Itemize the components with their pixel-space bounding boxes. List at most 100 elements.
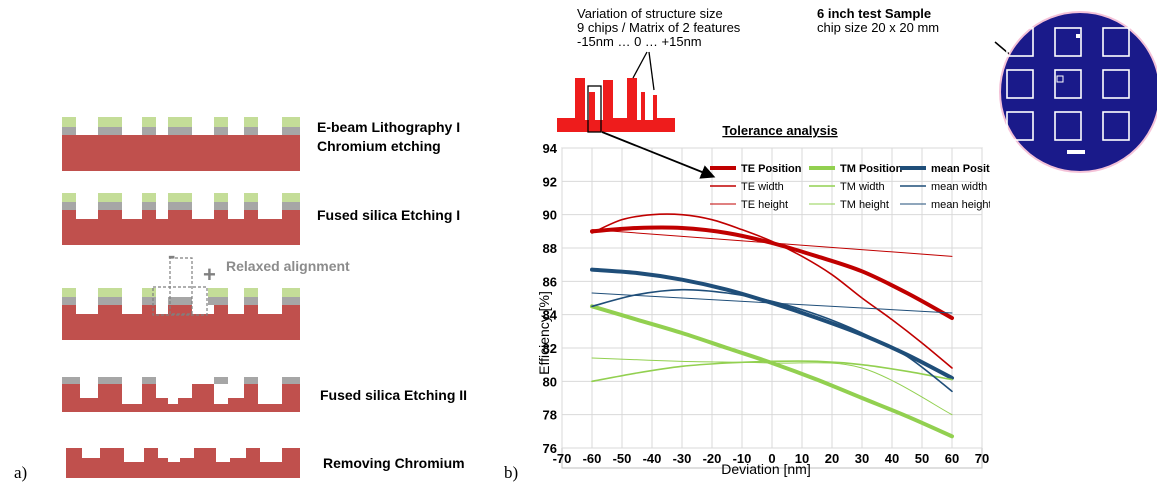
process-step-2 [62, 193, 300, 245]
resist-pad [282, 193, 300, 202]
chromium-pad [282, 377, 300, 384]
x-tick-label: -40 [643, 451, 662, 466]
legend-label: TM width [840, 181, 885, 193]
chromium-pad [142, 377, 156, 384]
chromium-pad [142, 127, 156, 135]
y-axis-label: Efficiency [%] [536, 291, 552, 375]
resist-pad [244, 288, 258, 297]
x-tick-label: 40 [885, 451, 899, 466]
substrate-final-layer [66, 448, 300, 478]
process-step-1 [62, 117, 300, 171]
y-tick-label: 80 [543, 374, 557, 389]
x-tick-label: 20 [825, 451, 839, 466]
chromium-pad [244, 202, 258, 210]
wafer-image [990, 0, 1157, 180]
y-tick-label: 88 [543, 241, 557, 256]
chromium-pad [282, 297, 300, 305]
legend-label: mean height [931, 199, 990, 211]
step-1-label-line-1: E-beam Lithography I [317, 118, 460, 137]
resist-pad [214, 117, 228, 127]
substrate-etched-layer [62, 305, 300, 340]
process-flow-diagram: - + Relaxed alignment [0, 0, 520, 489]
alignment-mark [1076, 34, 1080, 38]
resist-pad [98, 193, 122, 202]
y-tick-label: 78 [543, 408, 557, 423]
callout-line-left [633, 52, 647, 78]
callout-line-right [649, 52, 654, 90]
chromium-pad [214, 202, 228, 210]
chromium-pad [214, 127, 228, 135]
resist-pad [142, 117, 156, 127]
chromium-pad [244, 297, 258, 305]
chromium-pad [98, 297, 122, 305]
resist-pad [62, 117, 76, 127]
chart-legend: TE Position TM Position mean Position TE wi… [710, 163, 990, 211]
chromium-pad [98, 127, 122, 135]
resist-pad [168, 193, 192, 202]
resist-pad [208, 288, 228, 297]
substrate-etched-layer [62, 384, 300, 412]
resist-pad [282, 117, 300, 127]
sample-title: 6 inch test Sample [817, 7, 939, 21]
y-tick-label: 86 [543, 274, 557, 289]
pointer-arrow-line [602, 132, 712, 176]
chromium-pad [98, 377, 122, 384]
chromium-pad [98, 202, 122, 210]
resist-pad [62, 288, 76, 297]
minus-sign: - [168, 243, 175, 268]
x-tick-label: -60 [583, 451, 602, 466]
chromium-pattern [62, 377, 300, 384]
chromium-pad [168, 202, 192, 210]
legend-label: mean Position [931, 163, 990, 175]
legend-label: TE height [741, 199, 788, 211]
pointer-arrow [590, 120, 730, 190]
legend-label: TE width [741, 181, 784, 193]
legend-label: TM Position [840, 163, 903, 175]
step-2-label: Fused silica Etching I [317, 206, 460, 225]
x-tick-label: 50 [915, 451, 929, 466]
chart-title: Tolerance analysis [722, 123, 837, 138]
y-tick-label: 92 [543, 174, 557, 189]
resist-pad [142, 193, 156, 202]
resist-pad [214, 193, 228, 202]
resist-pattern [62, 117, 300, 135]
chromium-pad [208, 297, 228, 305]
substrate-etched-layer [62, 210, 300, 245]
legend-label: TM height [840, 199, 889, 211]
chromium-pad [62, 202, 76, 210]
x-tick-label: -30 [673, 451, 692, 466]
resist-pad [98, 117, 122, 127]
process-step-5 [66, 448, 300, 478]
variation-line-2: 9 chips / Matrix of 2 features [577, 21, 740, 35]
step-1-label-line-2: Chromium etching [317, 137, 460, 156]
chromium-pad [62, 297, 76, 305]
chromium-pad [142, 297, 156, 305]
legend-label: mean width [931, 181, 987, 193]
chromium-pad [282, 202, 300, 210]
step-1-label: E-beam Lithography I Chromium etching [317, 118, 460, 156]
chromium-pad [62, 377, 80, 384]
x-tick-label: 30 [855, 451, 869, 466]
resist-pad [244, 193, 258, 202]
chromium-pad [244, 127, 258, 135]
chromium-pad [282, 127, 300, 135]
x-tick-label: -20 [703, 451, 722, 466]
process-step-3: - + Relaxed alignment [62, 243, 350, 340]
resist-pad [168, 117, 192, 127]
plus-sign: + [203, 262, 216, 287]
chromium-pad [244, 377, 258, 384]
chromium-pad [168, 127, 192, 135]
wafer-label-mark [1067, 150, 1085, 154]
relaxed-alignment-label: Relaxed alignment [226, 258, 350, 274]
chromium-pad [142, 202, 156, 210]
resist-pad [98, 288, 122, 297]
resist-pattern [62, 193, 300, 210]
step-4-label: Fused silica Etching II [320, 386, 467, 405]
process-step-4 [62, 377, 300, 412]
x-axis-label: Deviation [nm] [721, 461, 810, 477]
x-tick-label: 70 [975, 451, 989, 466]
resist-pad [62, 193, 76, 202]
legend-label: TE Position [741, 163, 802, 175]
x-tick-label: -70 [553, 451, 572, 466]
resist-pad [282, 288, 300, 297]
